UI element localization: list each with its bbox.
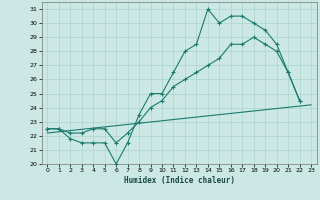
X-axis label: Humidex (Indice chaleur): Humidex (Indice chaleur): [124, 176, 235, 185]
